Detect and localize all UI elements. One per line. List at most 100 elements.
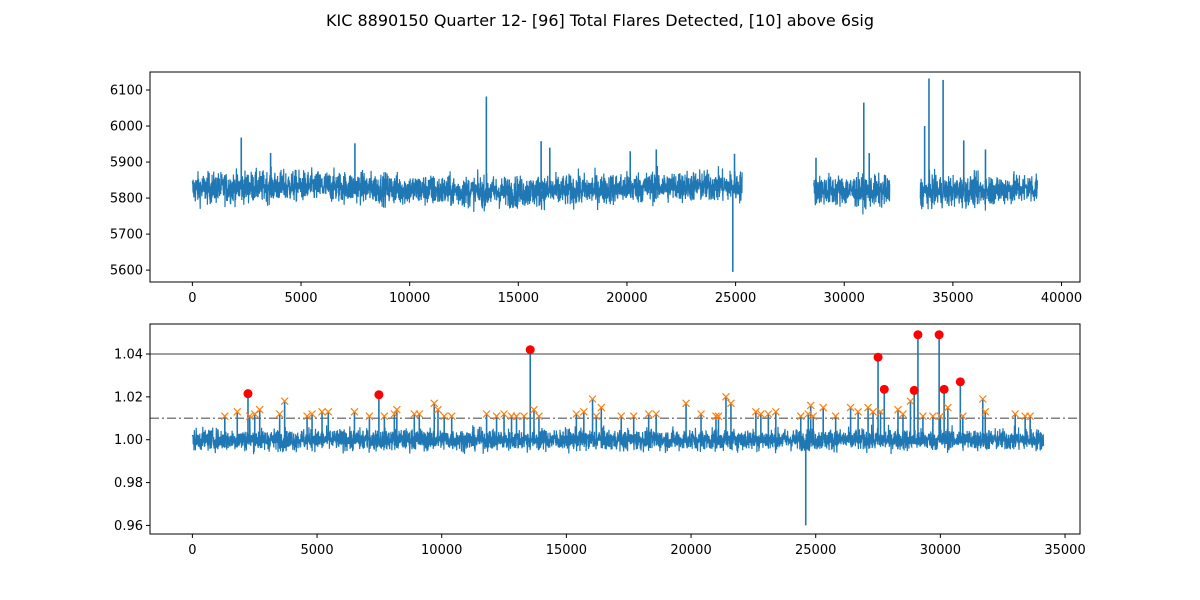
candidate-flare-marker — [275, 410, 284, 418]
candidate-flare-marker — [928, 412, 937, 421]
top-x-tick-label: 5000 — [284, 291, 317, 306]
candidate-flare-marker — [350, 407, 359, 416]
candidate-flare-marker — [434, 405, 442, 414]
bottom-y-tick-label: 1.02 — [114, 390, 143, 405]
bottom-y-tick-label: 0.96 — [114, 519, 143, 534]
bottom-x-axis: 0 5000 10000 15000 20000 25000 30000 35000 — [188, 534, 1086, 558]
candidate-flare-marker — [756, 410, 765, 418]
candidate-flare-marker — [520, 412, 528, 421]
candidate-flare-marker — [233, 407, 242, 416]
strong-flare-markers — [243, 330, 965, 400]
strong-flare-marker — [879, 384, 889, 394]
top-x-tick-label: 20000 — [606, 291, 647, 306]
bottom-x-tick-label: 20000 — [670, 543, 711, 558]
candidate-flare-marker — [365, 412, 374, 421]
candidate-flare-marker — [714, 412, 723, 421]
candidate-flare-marker — [390, 410, 399, 418]
top-segment — [919, 168, 1039, 211]
candidate-flare-marker — [981, 407, 990, 416]
candidate-flare-marker — [447, 412, 456, 421]
candidate-flare-marker — [500, 410, 508, 418]
candidate-flare-marker — [819, 403, 828, 412]
candidate-flare-marker — [588, 395, 597, 403]
candidate-flare-marker — [682, 399, 690, 408]
candidate-flare-marker — [771, 407, 780, 416]
top-x-tick-label: 30000 — [824, 291, 865, 306]
top-x-tick-label: 40000 — [1041, 291, 1082, 306]
candidate-flare-marker — [854, 407, 863, 416]
candidate-flare-marker — [380, 412, 389, 421]
candidate-flare-marker — [869, 407, 877, 416]
candidate-flare-markers — [220, 392, 1035, 421]
candidate-flare-marker — [303, 412, 312, 421]
candidate-flare-marker — [440, 412, 449, 421]
candidate-flare-marker — [530, 405, 538, 414]
top-x-tick-label: 10000 — [389, 291, 430, 306]
candidate-flare-marker — [255, 405, 264, 414]
candidate-flare-marker — [809, 412, 818, 421]
strong-flare-marker — [909, 385, 919, 395]
candidate-flare-marker — [697, 410, 705, 418]
bottom-y-tick-label: 0.98 — [114, 476, 143, 491]
bottom-x-tick-label: 15000 — [546, 543, 587, 558]
top-plot-frame — [149, 71, 1081, 283]
top-x-tick-label: 35000 — [932, 291, 973, 306]
candidate-flare-marker — [617, 412, 626, 421]
candidate-flare-marker — [592, 412, 601, 421]
bottom-y-tick-label: 1.04 — [114, 348, 143, 363]
candidate-flare-marker — [579, 407, 588, 416]
candidate-flare-marker — [764, 410, 773, 418]
candidate-flare-marker — [936, 412, 945, 421]
top-x-tick-label: 0 — [188, 291, 196, 306]
candidate-flare-marker — [1011, 410, 1020, 418]
bottom-segment — [191, 424, 1045, 455]
top-series-line — [191, 78, 1039, 272]
top-y-tick-label: 5900 — [110, 156, 143, 171]
candidate-flare-marker — [846, 403, 855, 412]
top-x-tick-label: 15000 — [498, 291, 539, 306]
candidate-flare-marker — [652, 410, 661, 418]
candidate-flare-marker — [629, 412, 638, 421]
candidate-flare-marker — [308, 410, 316, 418]
bottom-series-line — [191, 334, 1045, 526]
bottom-plot: 0 5000 10000 15000 20000 25000 30000 35000 0.96… — [114, 323, 1086, 558]
candidate-flare-marker — [324, 407, 333, 416]
strong-flare-marker — [243, 389, 253, 399]
top-y-tick-label: 5800 — [110, 192, 143, 207]
top-y-tick-label: 5700 — [110, 228, 143, 243]
candidate-flare-marker — [492, 412, 501, 421]
candidate-flare-marker — [712, 412, 720, 421]
candidate-flare-marker — [644, 410, 653, 418]
candidate-flare-marker — [804, 410, 813, 418]
candidate-flare-marker — [535, 412, 543, 421]
candidate-flare-marker — [806, 401, 815, 410]
top-segment — [813, 171, 891, 215]
top-x-axis: 0 5000 10000 15000 20000 25000 30000 35000 40000 — [188, 282, 1082, 306]
candidate-flare-marker — [415, 410, 424, 418]
candidate-flare-marker — [280, 397, 289, 406]
strong-flare-marker — [939, 384, 949, 394]
bottom-x-tick-label: 10000 — [421, 543, 462, 558]
bottom-x-tick-label: 35000 — [1044, 543, 1085, 558]
candidate-flare-marker — [245, 412, 254, 421]
candidate-flare-marker — [899, 410, 907, 418]
candidate-flare-marker — [318, 407, 326, 416]
candidate-flare-marker — [958, 412, 967, 421]
candidate-flare-marker — [597, 403, 606, 412]
top-y-tick-label: 6100 — [110, 84, 143, 99]
top-segment — [191, 165, 743, 212]
bottom-x-tick-label: 25000 — [795, 543, 836, 558]
bottom-plot-frame — [149, 323, 1081, 535]
candidate-flare-marker — [430, 399, 439, 408]
top-y-axis: 5600 5700 5800 5900 6000 6100 — [110, 84, 150, 279]
candidate-flare-marker — [392, 405, 401, 414]
top-plot: 0 5000 10000 15000 20000 25000 30000 35000 40000… — [110, 71, 1082, 306]
candidate-flare-marker — [876, 407, 885, 416]
bottom-x-tick-label: 0 — [188, 543, 196, 558]
figure-title: KIC 8890150 Quarter 12- [96] Total Flare… — [326, 11, 874, 30]
strong-flare-marker — [525, 345, 535, 355]
candidate-flare-marker — [722, 392, 730, 401]
top-y-tick-label: 6000 — [110, 120, 143, 135]
candidate-flare-marker — [727, 399, 735, 408]
